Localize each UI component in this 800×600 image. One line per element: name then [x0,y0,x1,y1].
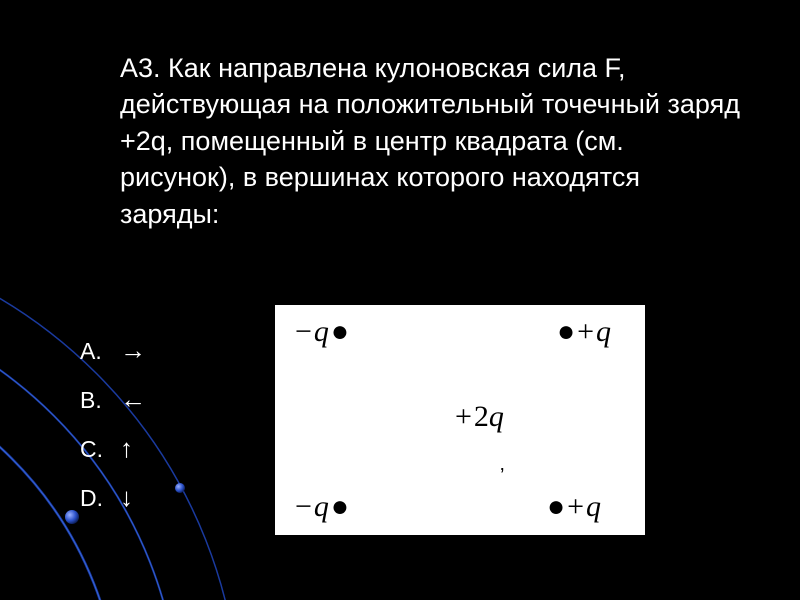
slide: А3. Как направлена кулоновская сила F, д… [0,0,800,600]
arrow-right-icon: → [120,335,146,366]
dot-icon: ● [557,315,575,348]
charge-center: +2q [455,400,504,434]
charge-top-left: −q● [295,315,351,349]
dot-icon: ● [331,315,349,348]
charge-bottom-right: ●+q [545,490,601,524]
answer-option-a: A. → [80,335,146,366]
answer-letter: B. [80,387,120,414]
charge-top-right: ●+q [555,315,611,349]
question-text: А3. Как направлена кулоновская сила F, д… [120,50,740,232]
answer-option-c: C. ↑ [80,433,146,464]
answer-letter: A. [80,338,120,365]
answer-letter: D. [80,485,120,512]
dot-icon: ● [547,490,565,523]
answer-option-b: B. ← [80,384,146,415]
answer-list: A. → B. ← C. ↑ D. ↓ [80,335,146,531]
answer-letter: C. [80,436,120,463]
arrow-down-icon: ↓ [120,482,133,513]
diagram-mark: ‚ [500,453,504,476]
answer-option-d: D. ↓ [80,482,146,513]
arrow-up-icon: ↑ [120,433,133,464]
dot-icon: ● [331,490,349,523]
charge-bottom-left: −q● [295,490,351,524]
charge-diagram: −q● ●+q −q● ●+q +2q ‚ [275,305,645,535]
arrow-left-icon: ← [120,384,146,415]
